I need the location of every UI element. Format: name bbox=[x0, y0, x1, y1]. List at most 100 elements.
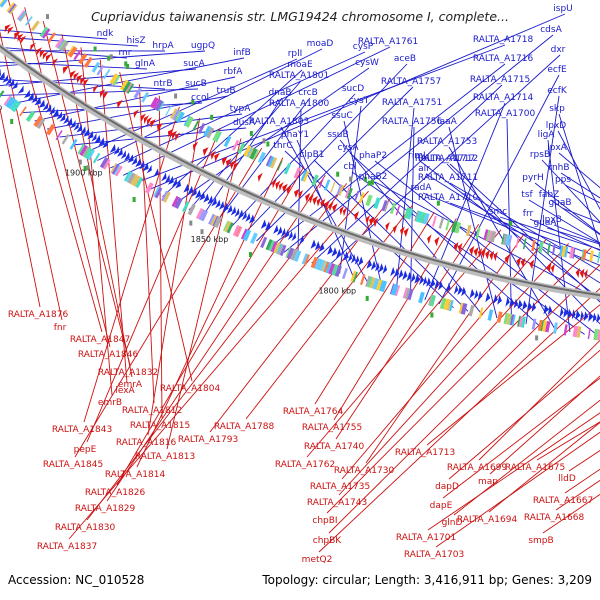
forward-gene-label: ssuB bbox=[327, 130, 348, 140]
reverse-leader-line bbox=[365, 234, 524, 464]
reverse-gene-arrow bbox=[73, 72, 80, 81]
forward-cog-segment bbox=[83, 147, 92, 158]
forward-cog-segment bbox=[350, 270, 357, 282]
forward-cog-segment bbox=[276, 243, 283, 255]
reverse-leader-line bbox=[7, 0, 103, 333]
reverse-gene-arrow bbox=[473, 247, 479, 257]
forward-gene-label: pps bbox=[555, 175, 571, 185]
forward-gene-arrow bbox=[331, 247, 338, 257]
forward-leader-line bbox=[34, 76, 236, 122]
feature-mark bbox=[93, 46, 97, 52]
feature-mark bbox=[363, 176, 367, 182]
reverse-gene-arrow bbox=[316, 197, 322, 207]
forward-cog-segment bbox=[418, 291, 425, 304]
reverse-gene-label: RALTA_A1713 bbox=[395, 448, 455, 458]
forward-gene-label: RALTA_A1715 bbox=[470, 75, 530, 85]
forward-gene-arrow bbox=[273, 224, 279, 234]
reverse-gene-label: RALTA_A1699 bbox=[447, 463, 508, 473]
forward-cog-segment bbox=[404, 287, 411, 300]
reverse-gene-label: RALTA_A1830 bbox=[55, 523, 116, 533]
forward-cog-segment bbox=[478, 307, 484, 319]
reverse-gene-arrow bbox=[400, 226, 405, 236]
forward-cog-segment bbox=[379, 280, 384, 292]
reverse-cog-segment bbox=[581, 249, 585, 261]
reverse-gene-label: map bbox=[478, 477, 498, 487]
forward-cog-segment bbox=[154, 187, 163, 199]
forward-cog-segment bbox=[380, 280, 388, 293]
reverse-cog-segment bbox=[154, 99, 164, 112]
reverse-cog-segment bbox=[270, 157, 278, 169]
forward-leader-line bbox=[46, 95, 229, 130]
forward-cog-segment bbox=[145, 182, 154, 194]
forward-gene-arrow bbox=[102, 139, 108, 149]
forward-gene-arrow bbox=[113, 146, 120, 155]
reverse-gene-arrow bbox=[403, 227, 409, 238]
reverse-cog-segment bbox=[338, 184, 345, 196]
reverse-cog-segment bbox=[365, 194, 373, 207]
forward-cog-segment bbox=[0, 90, 5, 98]
reverse-cog-segment bbox=[185, 116, 194, 128]
reverse-cog-segment bbox=[403, 207, 411, 219]
forward-gene-label: infB bbox=[233, 48, 251, 58]
forward-gene-arrow bbox=[5, 76, 12, 85]
reverse-leader-line bbox=[61, 34, 133, 378]
forward-gene-label: truB bbox=[216, 86, 235, 96]
forward-cog-segment bbox=[468, 304, 475, 317]
forward-cog-segment bbox=[285, 247, 291, 258]
reverse-gene-arrow bbox=[575, 267, 580, 278]
reverse-leader-line bbox=[333, 218, 457, 421]
forward-cog-segment bbox=[372, 278, 380, 290]
forward-cog-segment bbox=[342, 267, 348, 280]
forward-cog-segment bbox=[163, 191, 171, 203]
forward-gene-label: lpxB bbox=[542, 215, 562, 225]
forward-gene-arrow bbox=[382, 264, 387, 274]
forward-gene-label: cysP bbox=[353, 42, 374, 52]
reverse-gene-label: RALTA_A1668 bbox=[524, 513, 585, 523]
reverse-gene-label: RALTA_A1730 bbox=[334, 466, 395, 476]
reverse-gene-arrow bbox=[434, 236, 440, 247]
reverse-gene-label: RALTA_A1762 bbox=[275, 460, 335, 470]
reverse-cog-segment bbox=[232, 139, 240, 151]
forward-gene-arrow bbox=[563, 307, 568, 318]
forward-gene-arrow bbox=[73, 122, 79, 131]
forward-cog-segment bbox=[33, 115, 43, 128]
reverse-gene-label: RALTA_A1701 bbox=[396, 533, 456, 543]
scale-tick-label: 1850 kbp bbox=[191, 235, 229, 244]
reverse-gene-arrow bbox=[520, 257, 526, 268]
feature-mark bbox=[535, 335, 539, 341]
forward-gene-arrow bbox=[513, 298, 519, 309]
forward-gene-arrow bbox=[398, 269, 404, 279]
scale-tick-label: 1950 kbp bbox=[0, 103, 2, 112]
forward-leader-line bbox=[175, 67, 370, 204]
reverse-cog-segment bbox=[125, 82, 133, 93]
forward-gene-arrow bbox=[354, 255, 360, 265]
reverse-gene-label: lexA bbox=[115, 386, 135, 396]
forward-gene-arrow bbox=[45, 104, 52, 113]
forward-cog-segment bbox=[542, 320, 548, 332]
forward-gene-arrow bbox=[580, 310, 584, 321]
reverse-cog-segment bbox=[0, 0, 5, 6]
forward-gene-arrow bbox=[426, 277, 431, 287]
forward-gene-arrow bbox=[260, 219, 267, 229]
forward-gene-arrow bbox=[434, 279, 439, 290]
reverse-cog-segment bbox=[59, 40, 69, 52]
forward-cog-segment bbox=[270, 241, 278, 253]
reverse-gene-arrow bbox=[76, 74, 83, 84]
reverse-leader-line bbox=[0, 30, 63, 321]
forward-gene-arrow bbox=[318, 242, 325, 252]
reverse-cog-segment bbox=[149, 96, 159, 109]
reverse-gene-arrow bbox=[282, 183, 288, 193]
forward-cog-segment bbox=[576, 326, 582, 338]
reverse-gene-arrow bbox=[365, 215, 371, 225]
forward-leader-line bbox=[343, 120, 383, 288]
forward-gene-label: sucA bbox=[183, 59, 205, 69]
forward-leader-line bbox=[448, 126, 498, 319]
forward-gene-arrow bbox=[98, 137, 105, 146]
forward-gene-arrow bbox=[153, 168, 159, 177]
reverse-gene-arrow bbox=[342, 207, 348, 217]
forward-gene-arrow bbox=[559, 307, 564, 318]
reverse-gene-arrow bbox=[278, 181, 284, 192]
forward-gene-arrow bbox=[63, 115, 69, 124]
forward-cog-segment bbox=[407, 288, 414, 301]
reverse-gene-arrow bbox=[143, 115, 150, 124]
